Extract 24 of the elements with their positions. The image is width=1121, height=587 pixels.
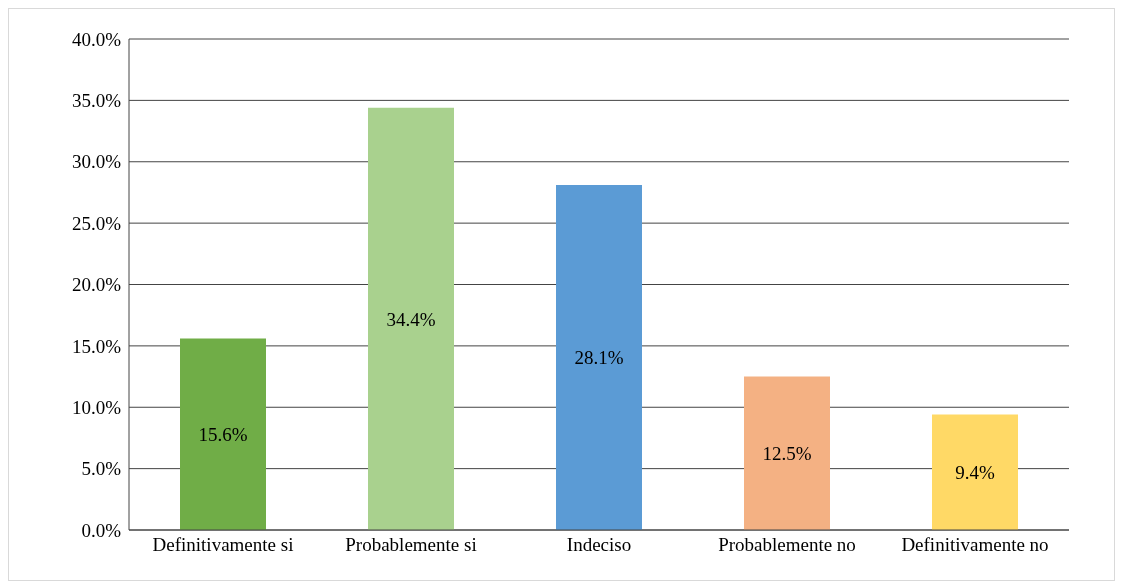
bar [744,376,830,530]
y-tick-label: 20.0% [71,274,122,296]
x-tick-label: Definitivamente no [901,534,1049,556]
bar [180,338,266,530]
data-label: 34.4% [386,308,436,330]
bar [556,185,642,530]
y-tick-label: 25.0% [71,212,122,234]
y-tick-label: 40.0% [71,28,122,50]
data-label: 15.6% [198,424,248,445]
x-tick-label: Indeciso [566,534,632,556]
y-tick-label: 5.0% [81,458,122,480]
bar [368,107,454,530]
y-tick-label: 35.0% [71,90,122,112]
data-label: 12.5% [762,443,812,465]
y-tick-label: 15.0% [71,335,122,357]
y-tick-label: 10.0% [71,396,122,418]
x-tick-label: Probablemente si [345,534,477,556]
bar [932,414,1018,530]
y-tick-label: 0.0% [81,519,122,541]
x-tick-label: Definitivamente si [152,534,294,556]
x-tick-label: Probablemente no [718,534,856,556]
y-tick-label: 30.0% [71,151,122,173]
data-label: 9.4% [955,462,995,484]
data-label: 28.1% [574,347,624,369]
